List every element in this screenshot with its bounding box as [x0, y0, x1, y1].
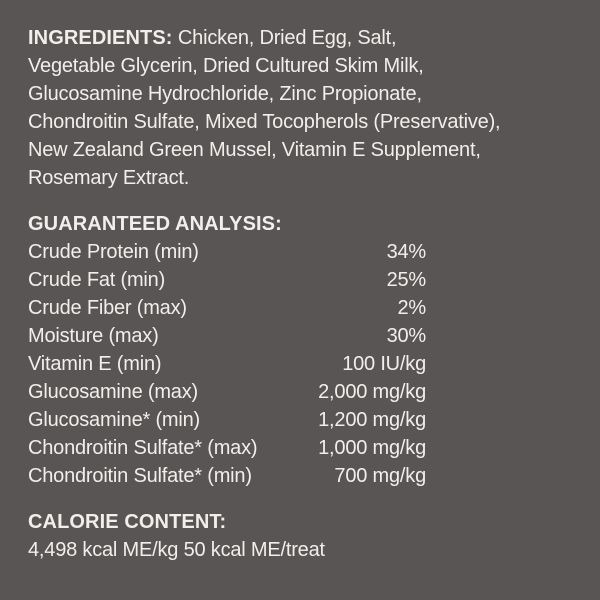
ingredients-line: Rosemary Extract. — [28, 167, 190, 189]
analysis-value: 1,200 mg/kg — [318, 409, 426, 431]
guaranteed-analysis-heading: GUARANTEED ANALYSIS: — [28, 213, 282, 235]
analysis-row: Crude Protein (min) 34% — [28, 238, 426, 266]
analysis-label: Glucosamine* (min) — [28, 409, 201, 431]
analysis-label: Glucosamine (max) — [28, 381, 198, 403]
analysis-value: 100 IU/kg — [342, 353, 426, 375]
analysis-label: Chondroitin Sulfate* (min) — [28, 465, 252, 487]
analysis-value: 2% — [397, 297, 426, 319]
analysis-row: Crude Fiber (max) 2% — [28, 294, 426, 322]
analysis-row: Chondroitin Sulfate* (min) 700 mg/kg — [28, 462, 426, 490]
analysis-row: Vitamin E (min) 100 IU/kg — [28, 350, 426, 378]
analysis-label: Crude Fat (min) — [28, 269, 166, 291]
analysis-row: Glucosamine* (min) 1,200 mg/kg — [28, 406, 426, 434]
calorie-content-value: 4,498 kcal ME/kg 50 kcal ME/treat — [28, 539, 325, 561]
ingredients-heading: INGREDIENTS: — [28, 27, 173, 49]
analysis-label: Chondroitin Sulfate* (max) — [28, 437, 258, 459]
analysis-row: Crude Fat (min) 25% — [28, 266, 426, 294]
ingredients-line: Chondroitin Sulfate, Mixed Tocopherols (… — [28, 111, 501, 133]
ingredients-line: Vegetable Glycerin, Dried Cultured Skim … — [28, 55, 424, 77]
ingredients-section: INGREDIENTS: Chicken, Dried Egg, Salt, V… — [28, 24, 572, 192]
analysis-row: Glucosamine (max) 2,000 mg/kg — [28, 378, 426, 406]
analysis-label: Vitamin E (min) — [28, 353, 162, 375]
analysis-value: 34% — [386, 241, 427, 263]
analysis-value: 2,000 mg/kg — [318, 381, 426, 403]
ingredients-text: Chicken, Dried Egg, Salt, — [177, 27, 397, 49]
analysis-value: 30% — [386, 325, 427, 347]
analysis-row: Chondroitin Sulfate* (max) 1,000 mg/kg — [28, 434, 426, 462]
analysis-row: Moisture (max) 30% — [28, 322, 426, 350]
analysis-label: Crude Protein (min) — [28, 241, 199, 263]
ingredients-line: Glucosamine Hydrochloride, Zinc Propiona… — [28, 83, 422, 105]
analysis-label: Crude Fiber (max) — [28, 297, 187, 319]
analysis-value: 700 mg/kg — [334, 465, 426, 487]
analysis-label: Moisture (max) — [28, 325, 159, 347]
guaranteed-analysis-table: Crude Protein (min) 34% Crude Fat (min) … — [28, 238, 426, 490]
ingredients-line: INGREDIENTS: Chicken, Dried Egg, Salt, — [28, 24, 572, 52]
analysis-value: 1,000 mg/kg — [318, 437, 426, 459]
ingredients-line: New Zealand Green Mussel, Vitamin E Supp… — [28, 139, 481, 161]
calorie-content-heading: CALORIE CONTENT: — [28, 511, 227, 533]
analysis-value: 25% — [386, 269, 427, 291]
